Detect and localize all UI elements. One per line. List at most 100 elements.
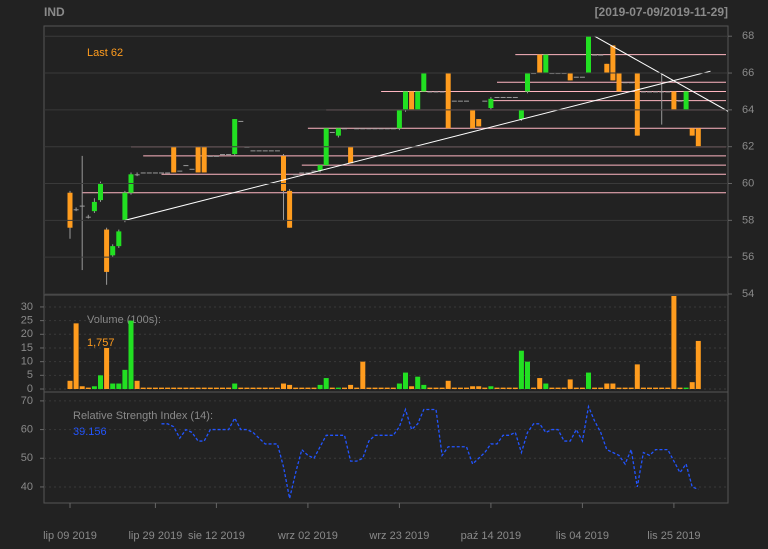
- candle-body: [335, 128, 341, 136]
- volume-bar: [537, 378, 543, 389]
- volume-bar: [573, 387, 579, 389]
- volume-bar: [476, 386, 482, 389]
- volume-bar: [616, 387, 622, 389]
- candle-body: [146, 172, 152, 174]
- y-tick-label: 54: [742, 288, 754, 300]
- y-tick-label: 10: [21, 356, 33, 368]
- volume-bar: [287, 384, 293, 389]
- volume-bar: [116, 383, 122, 389]
- candle-body: [384, 128, 390, 130]
- candle-body: [494, 96, 500, 98]
- candle-body: [671, 91, 677, 110]
- volume-bar: [171, 387, 177, 389]
- candle-body: [640, 91, 646, 93]
- volume-bar: [342, 387, 347, 389]
- volume-bar: [647, 387, 652, 389]
- candle-body: [622, 82, 628, 84]
- candle-body: [689, 128, 695, 136]
- date-range: [2019-07-09/2019-11-29]: [595, 5, 728, 19]
- volume-bar: [665, 387, 671, 389]
- candle-body: [274, 150, 280, 152]
- y-tick-label: 40: [21, 481, 33, 493]
- volume-bar: [293, 387, 299, 389]
- volume-bar: [531, 387, 537, 389]
- candle-body: [305, 172, 311, 174]
- volume-bar: [384, 387, 390, 389]
- candle-body: [396, 109, 402, 129]
- candle-body: [348, 146, 354, 164]
- candle-body: [573, 76, 579, 78]
- volume-bar: [207, 387, 213, 389]
- candle-body: [634, 73, 640, 136]
- candle-body: [403, 91, 408, 110]
- volume-bar: [335, 387, 341, 389]
- volume-bar: [622, 387, 628, 389]
- candle-body: [195, 146, 201, 173]
- y-tick-label: 66: [742, 67, 754, 79]
- volume-bar: [238, 387, 244, 389]
- volume-bar: [586, 372, 591, 389]
- volume-bar: [244, 387, 250, 389]
- volume-bar: [213, 387, 219, 389]
- trend-line: [124, 70, 711, 221]
- volume-bar: [73, 323, 79, 389]
- volume-bar: [415, 376, 421, 389]
- volume-bar: [695, 340, 701, 389]
- volume-bar: [464, 387, 469, 389]
- volume-bar: [470, 386, 476, 389]
- x-tick-label: lis 25 2019: [647, 530, 700, 542]
- candle-body: [366, 128, 372, 130]
- candle-body: [317, 165, 323, 171]
- trend-line: [594, 35, 728, 112]
- volume-bar: [494, 387, 500, 389]
- volume-bar: [500, 387, 506, 389]
- y-tick-label: 15: [21, 342, 33, 354]
- volume-bar: [226, 387, 232, 389]
- candle-body: [390, 128, 396, 130]
- volume-bar: [396, 383, 402, 389]
- candle-body: [610, 45, 616, 81]
- volume-bar: [451, 387, 457, 389]
- volume-bar: [482, 387, 488, 389]
- volume-bar: [79, 386, 85, 389]
- volume-bar: [201, 387, 207, 389]
- candle-body: [73, 209, 79, 211]
- candle-body: [232, 119, 238, 155]
- candle-body: [476, 119, 482, 127]
- volume-bar: [122, 369, 128, 389]
- candle-body: [372, 128, 378, 130]
- volume-bar: [561, 387, 567, 389]
- candle-body: [598, 54, 604, 56]
- x-tick-label: lip 29 2019: [128, 530, 182, 542]
- volume-bar: [98, 375, 103, 389]
- volume-bar: [604, 383, 610, 389]
- volume-bar: [329, 387, 335, 389]
- candle-body: [98, 183, 103, 201]
- candle-body: [91, 201, 97, 212]
- y-tick-label: 30: [21, 301, 33, 313]
- y-tick-label: 70: [21, 395, 33, 407]
- x-tick-label: wrz 23 2019: [368, 530, 429, 542]
- volume-bar: [146, 387, 152, 389]
- candle-body: [238, 120, 244, 122]
- candle-body: [537, 54, 543, 74]
- candle-body: [79, 205, 85, 207]
- volume-bar: [183, 387, 189, 389]
- volume-bar: [67, 380, 73, 389]
- volume-bar: [299, 387, 305, 389]
- volume-bar: [274, 387, 280, 389]
- candle-body: [445, 73, 451, 129]
- volume-bar: [360, 361, 366, 389]
- candle-body: [311, 170, 317, 172]
- volume-bar: [104, 347, 110, 389]
- candle-body: [695, 128, 701, 147]
- candle-body: [226, 154, 232, 156]
- candle-body: [116, 231, 122, 247]
- volume-bar: [152, 387, 158, 389]
- volume-last: 1,757: [87, 337, 115, 349]
- candle-body: [256, 150, 262, 152]
- volume-bar: [610, 383, 616, 389]
- y-tick-label: 58: [742, 214, 754, 226]
- volume-bar: [488, 386, 494, 389]
